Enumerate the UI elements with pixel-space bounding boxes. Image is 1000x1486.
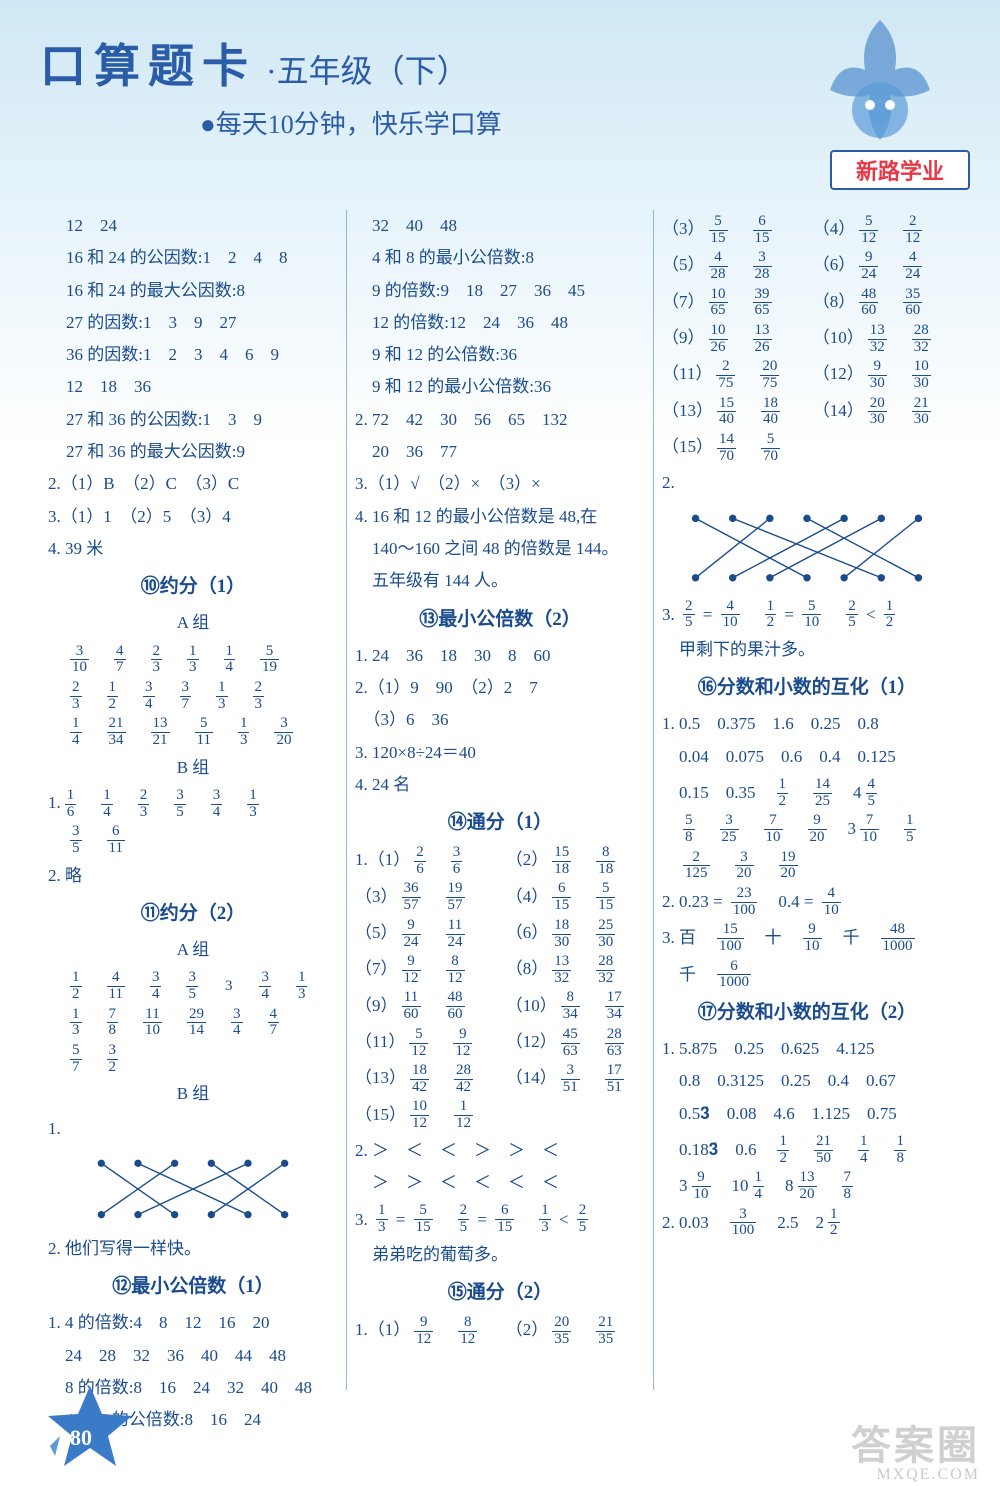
pair-list: 1.（1）912 812（2）2035 2135 (355, 1314, 645, 1347)
content-columns: 12 24 16 和 24 的公因数:1 2 4 8 16 和 24 的最大公因… (0, 200, 1000, 1410)
mixed-line: 2. 0.03 3100 2.5 212 (662, 1206, 952, 1239)
mixed-line: 2. 0.23 = 23100 0.4 = 410 (662, 885, 952, 918)
text-line: ＞ ＞ ＜ ＜ ＜ ＜ (355, 1167, 645, 1199)
fraction-row: 13 78 1110 2914 34 47 (48, 1006, 338, 1039)
text-line: 五年级有 144 人。 (355, 565, 645, 597)
section-title: ⑫最小公倍数（1） (48, 1269, 338, 1305)
fraction-row: 310 47 23 13 14 519 (48, 643, 338, 676)
fraction-row: 23 12 34 37 13 23 (48, 679, 338, 712)
page-number: 80 (70, 1425, 92, 1451)
section-title: ⑮通分（2） (355, 1275, 645, 1311)
page-header: 口算题卡 ·五年级（下） ●每天10分钟，快乐学口算 新路学业 (0, 0, 1000, 200)
mixed-line: 3. 25 = 410 12 = 510 25 < 12 (662, 598, 952, 631)
pair-list: 1.（1）26 36（2）1518 818（3）3657 1957（4）615 … (355, 844, 645, 1132)
label: 1. (48, 1113, 338, 1145)
text-line: 27 和 36 的公因数:1 3 9 (48, 404, 338, 436)
section-title: ⑯分数和小数的互化（1） (662, 670, 952, 706)
text-line: 2.（1）9 90 （2）2 7 (355, 672, 645, 704)
section-title: ⑰分数和小数的互化（2） (662, 995, 952, 1031)
text-line: 2.（1）B （2）C （3）C (48, 468, 338, 500)
text-line: 0.04 0.075 0.6 0.4 0.125 (662, 741, 952, 773)
section-title: ⑪约分（2） (48, 896, 338, 932)
fraction-row: 14 2134 1321 511 13 320 (48, 715, 338, 748)
text-line: 甲剩下的果汁多。 (662, 634, 952, 666)
text-line: 24 28 32 36 40 44 48 (48, 1340, 338, 1372)
label: 2. (662, 467, 952, 499)
text-line: 1. 5.875 0.25 0.625 4.125 (662, 1033, 952, 1065)
section-title: ⑩约分（1） (48, 569, 338, 605)
text-line: 0.8 0.3125 0.25 0.4 0.67 (662, 1065, 952, 1097)
group-label: A 组 (48, 934, 338, 966)
column-2: 32 40 48 4 和 8 的最小公倍数:8 9 的倍数:9 18 27 36… (346, 210, 653, 1390)
text-line: 2. 他们写得一样快。 (48, 1233, 338, 1265)
text-line: 12 18 36 (48, 371, 338, 403)
text-line: 2. ＞ ＜ ＜ ＞ ＞ ＜ (355, 1135, 645, 1167)
text-line: 12 24 (48, 210, 338, 242)
fraction-row: 57 32 (48, 1042, 338, 1075)
mixed-line: 2125 320 1920 (662, 849, 952, 882)
text-line: 4. 39 米 (48, 533, 338, 565)
text-line: （3）6 36 (355, 704, 645, 736)
text-line: 3.（1）√ （2）× （3）× (355, 468, 645, 500)
text-line: 0.5𝟑̇ 0.08 4.6 1.125 0.75 (662, 1098, 952, 1130)
title-main: 口算题卡 (40, 30, 256, 96)
fraction-row: 35 611 (48, 823, 338, 856)
text-line: 2. 72 42 30 56 65 132 (355, 404, 645, 436)
mixed-line: 0.15 0.35 12 1425 445 (662, 776, 952, 809)
text-line: 1. 4 的倍数:4 8 12 16 20 (48, 1307, 338, 1339)
column-3: （3）515 615（4）512 212（5）428 328（6）924 424… (653, 210, 960, 1390)
text-line: 4 和 8 的最小公倍数:8 (355, 242, 645, 274)
title-sub: ·五年级（下） (266, 46, 469, 92)
column-1: 12 24 16 和 24 的公因数:1 2 4 8 16 和 24 的最大公因… (40, 210, 346, 1390)
text-line: 27 和 36 的最大公因数:9 (48, 436, 338, 468)
text-line: 4. 24 名 (355, 769, 645, 801)
text-line: 9 和 12 的最小公倍数:36 (355, 371, 645, 403)
mixed-line: 3910 1014 81320 78 (662, 1169, 952, 1202)
label: 1. (48, 793, 61, 812)
text-line: 16 和 24 的公因数:1 2 4 8 (48, 242, 338, 274)
fraction-row: 1.16 14 23 35 34 13 (48, 787, 338, 820)
text-line: 3. 120×8÷24＝40 (355, 737, 645, 769)
watermark: 答案圈 (851, 1413, 980, 1471)
mixed-line: 58 325 710 920 3710 15 (662, 812, 952, 845)
text-line: 9 的倍数:9 18 27 36 45 (355, 275, 645, 307)
brand-tag: 新路学业 (830, 150, 970, 190)
section-title: ⑬最小公倍数（2） (355, 602, 645, 638)
text-line: 1. 24 36 18 30 8 60 (355, 640, 645, 672)
mixed-line: 3. 百 15100 十 910 千 481000 (662, 921, 952, 954)
text-line: 2. 略 (48, 860, 338, 892)
text-line: 16 和 24 的最大公因数:8 (48, 275, 338, 307)
text-line: 12 的倍数:12 24 36 48 (355, 307, 645, 339)
text-line: 9 和 12 的公倍数:36 (355, 339, 645, 371)
mixed-line: 千 61000 (662, 958, 952, 991)
mixed-line: 0.18𝟑̇ 0.6 12 2150 14 18 (662, 1133, 952, 1166)
text-line: 20 36 77 (355, 436, 645, 468)
mixed-line: 3. 13 = 515 25 = 615 13 < 25 (355, 1203, 645, 1236)
section-title: ⑭通分（1） (355, 805, 645, 841)
watermark-url: MXQE.COM (876, 1466, 980, 1484)
text-line: 27 的因数:1 3 9 27 (48, 307, 338, 339)
fraction-row: 12 411 34 35 3 34 13 (48, 969, 338, 1002)
text-line: 140～160 之间 48 的倍数是 144。 (355, 533, 645, 565)
text-line: 3.（1）1 （2）5 （3）4 (48, 501, 338, 533)
text-line: 4. 16 和 12 的最小公倍数是 48,在 (355, 501, 645, 533)
matching-diagram (677, 504, 937, 594)
group-label: A 组 (48, 607, 338, 639)
text-line: 1. 0.5 0.375 1.6 0.25 0.8 (662, 708, 952, 740)
text-line: 32 40 48 (355, 210, 645, 242)
text-line: 36 的因数:1 2 3 4 6 9 (48, 339, 338, 371)
pair-list: （3）515 615（4）512 212（5）428 328（6）924 424… (662, 213, 952, 464)
group-label: B 组 (48, 752, 338, 784)
group-label: B 组 (48, 1078, 338, 1110)
matching-diagram (83, 1149, 303, 1229)
text-line: 弟弟吃的葡萄多。 (355, 1239, 645, 1271)
